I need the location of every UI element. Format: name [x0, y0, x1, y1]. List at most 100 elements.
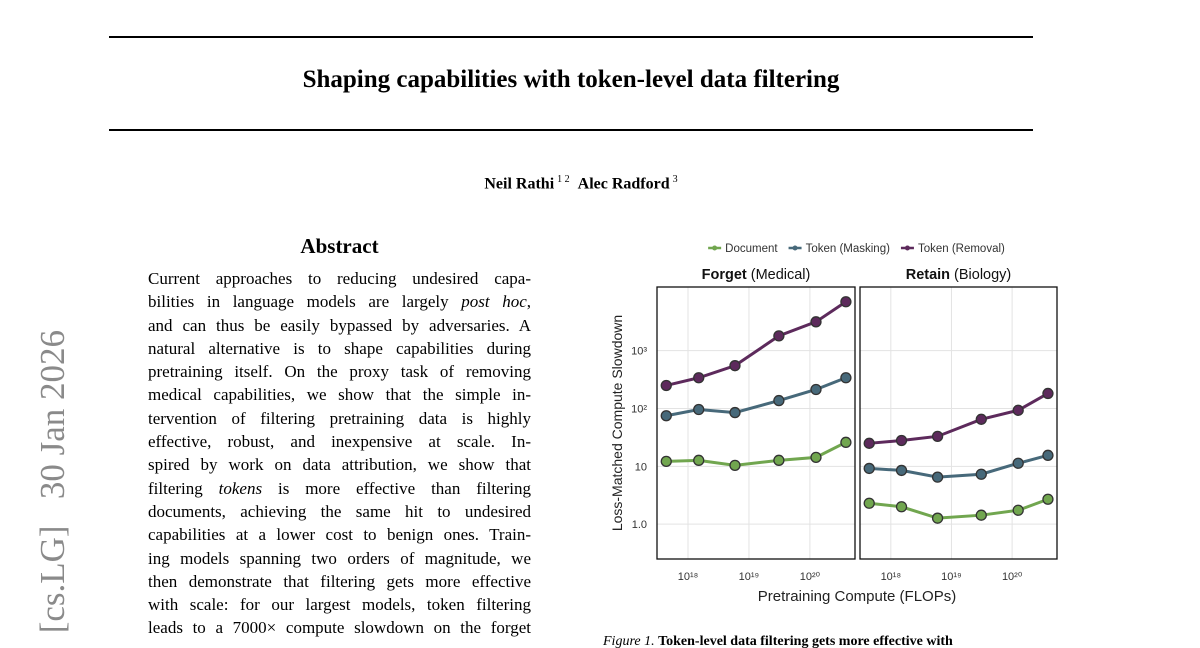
panel-title: Retain (Biology)	[906, 267, 1012, 283]
abstract-line: leads to a 7000× compute slowdown on the…	[148, 616, 531, 639]
data-point	[729, 406, 741, 419]
data-point	[1042, 387, 1054, 400]
panel-frame	[656, 286, 856, 560]
abstract-line: spired by work on data attribution, we s…	[148, 453, 531, 476]
x-tick-label: 10¹⁸	[678, 571, 699, 583]
text-run: tervention of filtering pretraining data…	[148, 408, 531, 428]
x-tick-label: 10¹⁸	[881, 571, 902, 583]
abstract-line: ing models spanning two orders of magnit…	[148, 547, 531, 570]
series-line	[665, 300, 847, 387]
text-run: tokens	[218, 478, 263, 498]
text-run: natural alternative is to shape capabili…	[148, 338, 531, 358]
data-point	[773, 454, 785, 466]
author-affiliation: 1 2	[557, 174, 570, 185]
data-point	[931, 430, 944, 442]
data-point	[1042, 493, 1054, 505]
caption-label: Figure 1.	[603, 634, 655, 648]
series-line	[869, 392, 1049, 445]
data-point	[840, 372, 852, 384]
x-tick-label: 10¹⁹	[941, 571, 962, 583]
y-tick-label: 1.0	[632, 519, 647, 531]
data-point	[895, 501, 908, 513]
data-point	[693, 454, 705, 466]
text-run: documents, achieving the same hit to und…	[148, 501, 531, 521]
x-axis-label: Pretraining Compute (FLOPs)	[758, 588, 956, 605]
paper-title: Shaping capabilities with token-level da…	[302, 66, 840, 93]
legend-label: Document	[725, 243, 778, 255]
legend-marker	[712, 245, 718, 251]
data-point	[729, 459, 741, 471]
author-name: Neil Rathi	[484, 175, 555, 193]
abstract-line: natural alternative is to shape capabili…	[148, 337, 531, 360]
legend-label: Token (Removal)	[918, 243, 1005, 255]
caption-text: Token-level data filtering gets more eff…	[658, 634, 953, 648]
data-point	[1012, 457, 1024, 469]
abstract-line: then demonstrate that filtering gets mor…	[148, 570, 531, 593]
data-point	[975, 509, 987, 521]
data-point	[931, 471, 944, 483]
y-tick-label: 10²	[631, 403, 647, 415]
panel-title: Forget (Medical)	[702, 267, 811, 283]
abstract-line: capabilities at a lower cost to benign o…	[148, 523, 531, 546]
data-point	[863, 462, 875, 475]
data-point	[1012, 504, 1024, 516]
panel-title-bold: Forget	[702, 267, 747, 283]
panel-subtitle: (Medical)	[751, 267, 811, 283]
data-point	[1042, 449, 1054, 461]
top-rule	[109, 36, 1033, 38]
data-point	[729, 360, 741, 372]
data-point	[863, 497, 875, 509]
data-point	[840, 436, 852, 448]
abstract-line: documents, achieving the same hit to und…	[148, 500, 531, 523]
panel-frame	[859, 286, 1058, 560]
abstract: Current approaches to reducing undesired…	[148, 267, 531, 640]
text-run: effective, robust, and inexpensive at sc…	[148, 432, 531, 452]
abstract-line: tervention of filtering pretraining data…	[148, 407, 531, 430]
data-point	[693, 403, 705, 416]
abstract-line: effective, robust, and inexpensive at sc…	[148, 430, 531, 453]
text-run: with scale: for our largest models, toke…	[148, 595, 531, 615]
data-point	[1012, 404, 1024, 416]
text-run: spired by work on data attribution, we s…	[148, 455, 531, 475]
data-point	[660, 455, 672, 467]
x-tick-label: 10²⁰	[1002, 571, 1023, 583]
bottom-rule	[109, 129, 1033, 131]
panel-title-bold: Retain	[906, 267, 950, 283]
data-point	[863, 437, 875, 449]
author-affiliation: 3	[672, 174, 678, 185]
text-run: bilities in language models are largely	[148, 292, 462, 312]
abstract-heading: Abstract	[300, 234, 379, 258]
abstract-line: and can thus be easily bypassed by adver…	[148, 314, 531, 337]
data-point	[660, 379, 672, 392]
arxiv-stamp: [cs.LG] 30 Jan 2026	[33, 330, 72, 633]
x-tick-label: 10²⁰	[800, 571, 821, 583]
data-point	[975, 468, 987, 480]
data-point	[895, 464, 908, 477]
author-name: Alec Radford	[577, 175, 670, 193]
y-axis-label: Loss-Matched Compute Slowdown	[609, 315, 625, 531]
panel-subtitle: (Biology)	[954, 267, 1011, 283]
data-point	[660, 410, 672, 422]
abstract-line: medical capabilities, we show that the s…	[148, 383, 531, 406]
authors: Neil Rathi 1 2 Alec Radford 3	[0, 174, 1170, 193]
abstract-line: pretraining itself. On the proxy task of…	[148, 360, 531, 383]
data-point	[840, 296, 852, 308]
y-tick-label: 10	[635, 461, 647, 473]
text-run: post hoc	[461, 292, 527, 312]
figure-caption: Figure 1. Token-level data filtering get…	[603, 634, 1063, 648]
text-run: medical capabilities, we show that the s…	[148, 385, 531, 405]
data-point	[773, 394, 785, 407]
text-run: leads to a 7000× compute slowdown on the…	[148, 618, 531, 638]
x-tick-label: 10¹⁹	[739, 571, 760, 583]
text-run: ing models spanning two orders of magnit…	[148, 548, 531, 568]
text-run: is more effective than filtering	[262, 478, 531, 498]
abstract-line: bilities in language models are largely …	[148, 290, 531, 313]
data-point	[975, 413, 987, 425]
legend-marker	[792, 245, 798, 251]
text-run: and can thus be easily bypassed by adver…	[148, 315, 531, 335]
text-run: then demonstrate that filtering gets mor…	[148, 571, 531, 591]
y-tick-label: 10³	[631, 346, 647, 358]
data-point	[931, 512, 944, 524]
